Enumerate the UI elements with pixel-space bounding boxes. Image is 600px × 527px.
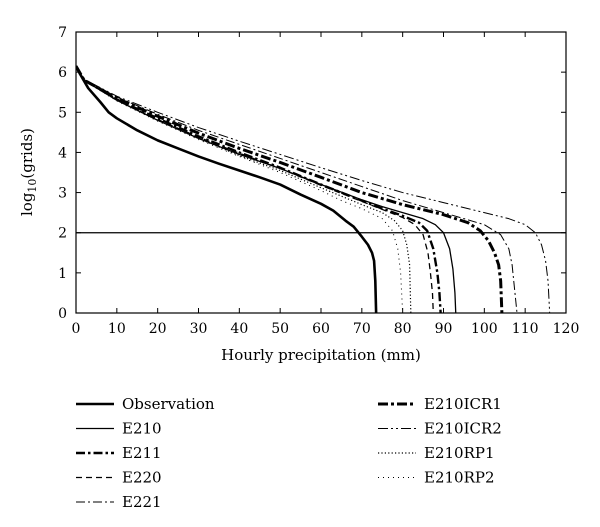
y-tick-label: 1	[58, 266, 67, 282]
series-line-e221	[76, 65, 518, 313]
plot-frame	[75, 31, 567, 314]
x-tick-label: 70	[353, 321, 371, 337]
y-tick-label: 4	[58, 145, 67, 161]
x-axis-ticks: 0 10 20 30 40 50 60 70 80 90 100 110 120	[72, 32, 580, 337]
series-line-e220	[76, 65, 434, 313]
series-line-e210rp2	[76, 65, 404, 313]
series-line-e210icr2	[76, 65, 551, 313]
y-axis-label: log10(grids)	[18, 128, 39, 216]
series-line-e210icr1	[76, 65, 504, 313]
y-tick-label: 2	[58, 226, 67, 242]
x-tick-label: 50	[271, 321, 289, 337]
y-axis-label-base: log	[18, 192, 36, 216]
x-axis-label: Hourly precipitation (mm)	[221, 346, 421, 364]
legend-label-e211: E211	[122, 444, 162, 462]
y-axis-ticks: 0 1 2 3 4 5 6 7	[58, 25, 566, 322]
legend-label-e210icr1: E210ICR1	[424, 395, 502, 413]
y-tick-label: 5	[58, 105, 67, 121]
legend-label-observation: Observation	[122, 395, 215, 413]
x-tick-label: 60	[312, 321, 330, 337]
x-tick-label: 0	[72, 321, 81, 337]
y-axis-label-subscript: 10	[26, 179, 39, 193]
x-tick-label: 80	[394, 321, 412, 337]
legend-label-e210icr2: E210ICR2	[424, 420, 502, 438]
x-tick-label: 20	[149, 321, 167, 337]
legend-label-e221: E221	[122, 493, 162, 511]
x-tick-label: 120	[553, 321, 580, 337]
y-tick-label: 6	[58, 65, 67, 81]
legend-label-e210rp1: E210RP1	[424, 444, 495, 462]
x-tick-label: 40	[230, 321, 248, 337]
legend: Observation E210 E211 E220 E221 E210ICR1 E210I…	[76, 395, 502, 511]
legend-label-e220: E220	[122, 469, 162, 487]
series-line-e211	[76, 65, 442, 313]
series-line-observation	[76, 65, 378, 313]
x-tick-label: 110	[512, 321, 539, 337]
legend-label-e210rp2: E210RP2	[424, 469, 495, 487]
x-tick-label: 30	[190, 321, 208, 337]
y-axis-label-rest: (grids)	[18, 128, 36, 179]
x-tick-label: 10	[108, 321, 126, 337]
series-line-e210	[76, 65, 457, 313]
y-tick-label: 0	[58, 306, 67, 322]
x-tick-label: 100	[471, 321, 498, 337]
x-tick-label: 90	[435, 321, 453, 337]
legend-label-e210: E210	[122, 420, 162, 438]
y-tick-label: 7	[58, 25, 67, 41]
series-layer	[76, 65, 551, 313]
y-tick-label: 3	[58, 186, 67, 202]
